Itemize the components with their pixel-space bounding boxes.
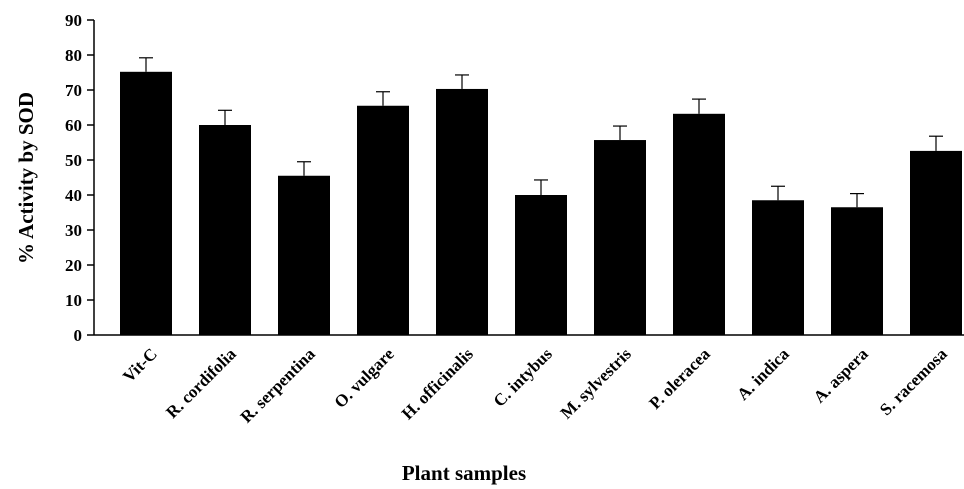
y-tick-label: 50 <box>65 151 82 170</box>
x-tick-label: R. cordifolia <box>162 344 240 422</box>
y-tick-label: 80 <box>65 46 82 65</box>
bar <box>436 88 488 335</box>
bar <box>594 140 646 335</box>
y-tick-label: 10 <box>65 291 82 310</box>
bar <box>752 200 804 335</box>
y-tick-label: 40 <box>65 186 82 205</box>
bars <box>120 71 962 336</box>
y-tick-label: 60 <box>65 116 82 135</box>
y-axis-title: % Activity by SOD <box>14 92 38 264</box>
y-tick-label: 0 <box>74 326 83 345</box>
bar <box>515 195 567 335</box>
x-tick-label: M. sylvestris <box>557 344 635 422</box>
error-bars <box>139 57 943 208</box>
x-tick-label: C. intybus <box>490 344 556 410</box>
y-axis: 0 10 20 30 40 50 60 70 80 90 <box>65 11 95 345</box>
bar <box>278 175 330 335</box>
x-tick-label: A. aspera <box>810 344 873 407</box>
x-tick-label: R. serpentina <box>237 344 320 427</box>
x-tick-label: S. racemosa <box>876 344 951 419</box>
x-tick-label: O. vulgare <box>331 344 399 412</box>
bar <box>673 113 725 335</box>
y-tick-label: 70 <box>65 81 82 100</box>
x-tick-label: P. oleracea <box>645 344 714 413</box>
x-tick-label: H. officinalis <box>398 344 477 423</box>
bar <box>199 125 251 335</box>
bar <box>910 150 962 335</box>
x-tick-label: A. indica <box>733 344 793 404</box>
x-tick-label: Vit-C <box>119 344 161 386</box>
y-tick-label: 90 <box>65 11 82 30</box>
x-axis-title: Plant samples <box>402 461 526 485</box>
y-tick-label: 30 <box>65 221 82 240</box>
bar <box>831 207 883 335</box>
bar <box>120 71 172 336</box>
bar <box>357 105 409 335</box>
y-tick-label: 20 <box>65 256 82 275</box>
